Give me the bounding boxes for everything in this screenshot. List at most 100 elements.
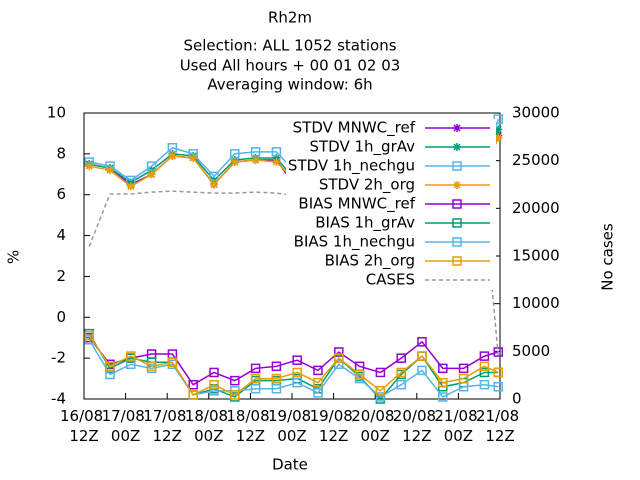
y-tick-label: 8: [56, 144, 66, 162]
y2-tick-label: 15000: [512, 247, 560, 265]
point-marker: [146, 361, 157, 372]
point-marker: [375, 386, 386, 396]
x-tick-label: 20/08 00Z: [351, 407, 399, 445]
point-marker: [417, 365, 427, 376]
point-marker: [493, 347, 504, 357]
legend-bg: [286, 271, 496, 290]
point-marker: [479, 351, 490, 361]
point-marker: [271, 361, 282, 372]
x-tick-label: 21/08 12Z: [476, 407, 524, 445]
point-marker: [375, 392, 386, 402]
legend-marker: [453, 181, 461, 189]
legend-marker: [452, 237, 462, 247]
point-marker: [313, 377, 323, 388]
point-marker: [417, 337, 427, 347]
point-marker: [230, 149, 240, 159]
y2-tick-label: 5000: [512, 342, 550, 360]
y-tick-label: 10: [47, 104, 66, 122]
point-marker: [493, 367, 504, 378]
legend-bg: [286, 176, 496, 195]
point-marker: [438, 377, 448, 388]
point-marker: [438, 392, 448, 402]
point-marker: [458, 363, 469, 374]
point-marker: [313, 388, 323, 398]
y-tick-label: -2: [51, 349, 66, 367]
legend-bg: [286, 138, 496, 157]
point-marker: [230, 390, 240, 400]
point-marker: [396, 367, 406, 378]
point-marker: [493, 381, 504, 392]
point-marker: [479, 367, 490, 378]
point-marker: [313, 365, 323, 376]
legend-label: BIAS 1h_grAv: [315, 214, 415, 233]
legend-label: BIAS 2h_org: [325, 252, 415, 271]
point-marker: [188, 390, 198, 400]
y-tick-label: 6: [56, 185, 66, 203]
legend-bg: [286, 119, 496, 138]
point-marker: [209, 379, 219, 390]
legend-bg: [286, 214, 496, 233]
x-tick-label: 19/08 00Z: [268, 407, 316, 445]
point-marker: [494, 133, 503, 142]
legend-bg: [286, 252, 496, 271]
legend-marker: [452, 256, 462, 266]
point-marker: [250, 147, 261, 157]
point-marker: [292, 355, 302, 365]
x-tick-label: 18/08 00Z: [185, 407, 233, 445]
point-marker: [272, 153, 281, 162]
legend-label: BIAS MNWC_ref: [298, 195, 415, 214]
point-marker: [494, 125, 503, 134]
x-tick-label: 17/08 12Z: [143, 407, 191, 445]
point-marker: [147, 170, 156, 179]
point-marker: [292, 377, 302, 388]
point-marker: [105, 361, 115, 372]
legend-marker: [452, 161, 462, 171]
point-marker: [292, 367, 302, 378]
legend-label: BIAS 1h_nechgu: [294, 233, 415, 252]
x-tick-label: 21/08 00Z: [434, 407, 482, 445]
y-axis-label: %: [5, 250, 23, 264]
point-marker: [230, 158, 239, 167]
point-marker: [188, 379, 198, 390]
point-marker: [146, 161, 157, 171]
point-marker: [250, 384, 261, 394]
point-marker: [271, 147, 282, 157]
point-marker: [209, 386, 219, 396]
legend-bg: [286, 157, 496, 176]
point-marker: [458, 373, 469, 384]
legend-marker: [452, 218, 462, 228]
point-marker: [189, 153, 198, 162]
point-marker: [126, 182, 135, 191]
legend-label: STDV MNWC_ref: [293, 119, 416, 138]
point-marker: [209, 171, 219, 182]
x-axis-label: Date: [272, 456, 308, 474]
point-marker: [354, 369, 365, 380]
legend-marker: [453, 143, 461, 151]
point-marker: [106, 166, 114, 175]
legend-bg: [286, 195, 496, 214]
y2-tick-label: 25000: [512, 151, 560, 169]
legend-label: STDV 2h_org: [319, 176, 415, 195]
y-tick-label: -4: [51, 390, 66, 408]
point-marker: [334, 359, 344, 370]
x-tick-label: 20/08 12Z: [393, 407, 441, 445]
point-marker: [168, 151, 177, 160]
point-marker: [417, 351, 427, 361]
point-marker: [210, 180, 218, 189]
point-marker: [375, 367, 386, 378]
legend-label: STDV 1h_grAv: [310, 138, 416, 157]
legend-marker: [453, 124, 461, 132]
point-marker: [396, 353, 406, 363]
y2-axis-label: No cases: [599, 223, 617, 291]
legend-marker: [452, 199, 462, 209]
x-tick-label: 17/08 00Z: [102, 407, 150, 445]
series-line: [88, 337, 499, 386]
point-marker: [167, 142, 178, 153]
series-line: [88, 339, 499, 398]
x-tick-label: 18/08 12Z: [226, 407, 274, 445]
series-line: [88, 190, 500, 357]
point-marker: [334, 347, 344, 357]
legend-label: CASES: [366, 271, 415, 289]
point-marker: [250, 363, 261, 374]
